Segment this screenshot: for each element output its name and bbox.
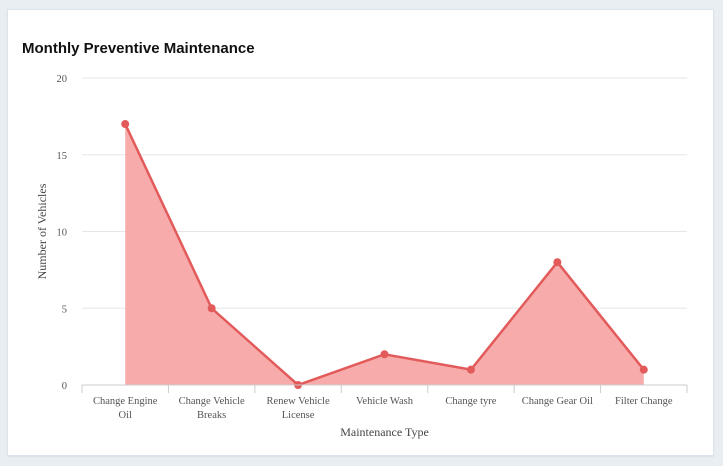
data-point[interactable]: [207, 304, 216, 313]
y-tick-label: 20: [57, 74, 68, 85]
y-tick-label: 10: [57, 228, 68, 239]
chart-title: Monthly Preventive Maintenance: [22, 40, 255, 57]
series-area: [125, 124, 644, 386]
data-point[interactable]: [121, 120, 130, 129]
x-tick-label: Change Vehicle Breaks: [179, 396, 245, 421]
x-tick-label: Filter Change: [615, 396, 673, 407]
y-axis-title: Number of Vehicles: [35, 183, 49, 279]
x-tick-label: Change Gear Oil: [522, 396, 593, 407]
data-point[interactable]: [639, 365, 648, 374]
data-point[interactable]: [380, 350, 389, 359]
data-point[interactable]: [553, 258, 562, 267]
y-tick-label: 15: [57, 151, 68, 162]
y-axis-ticks: 0 5 10 15 20: [57, 74, 68, 392]
x-axis-ticks: Change Engine Oil Change Vehicle Breaks Rene…: [93, 396, 673, 421]
x-tick-label: Vehicle Wash: [356, 396, 414, 407]
y-tick-label: 5: [62, 304, 67, 315]
x-tick-label: Change tyre: [445, 396, 496, 407]
x-axis-title: Maintenance Type: [340, 425, 429, 439]
x-axis: [81, 384, 688, 393]
series-points: [121, 120, 648, 389]
y-tick-label: 0: [62, 381, 67, 392]
data-point[interactable]: [466, 365, 475, 374]
x-tick-label: Renew Vehicle License: [267, 396, 330, 421]
x-tick-label: Change Engine Oil: [93, 396, 158, 421]
